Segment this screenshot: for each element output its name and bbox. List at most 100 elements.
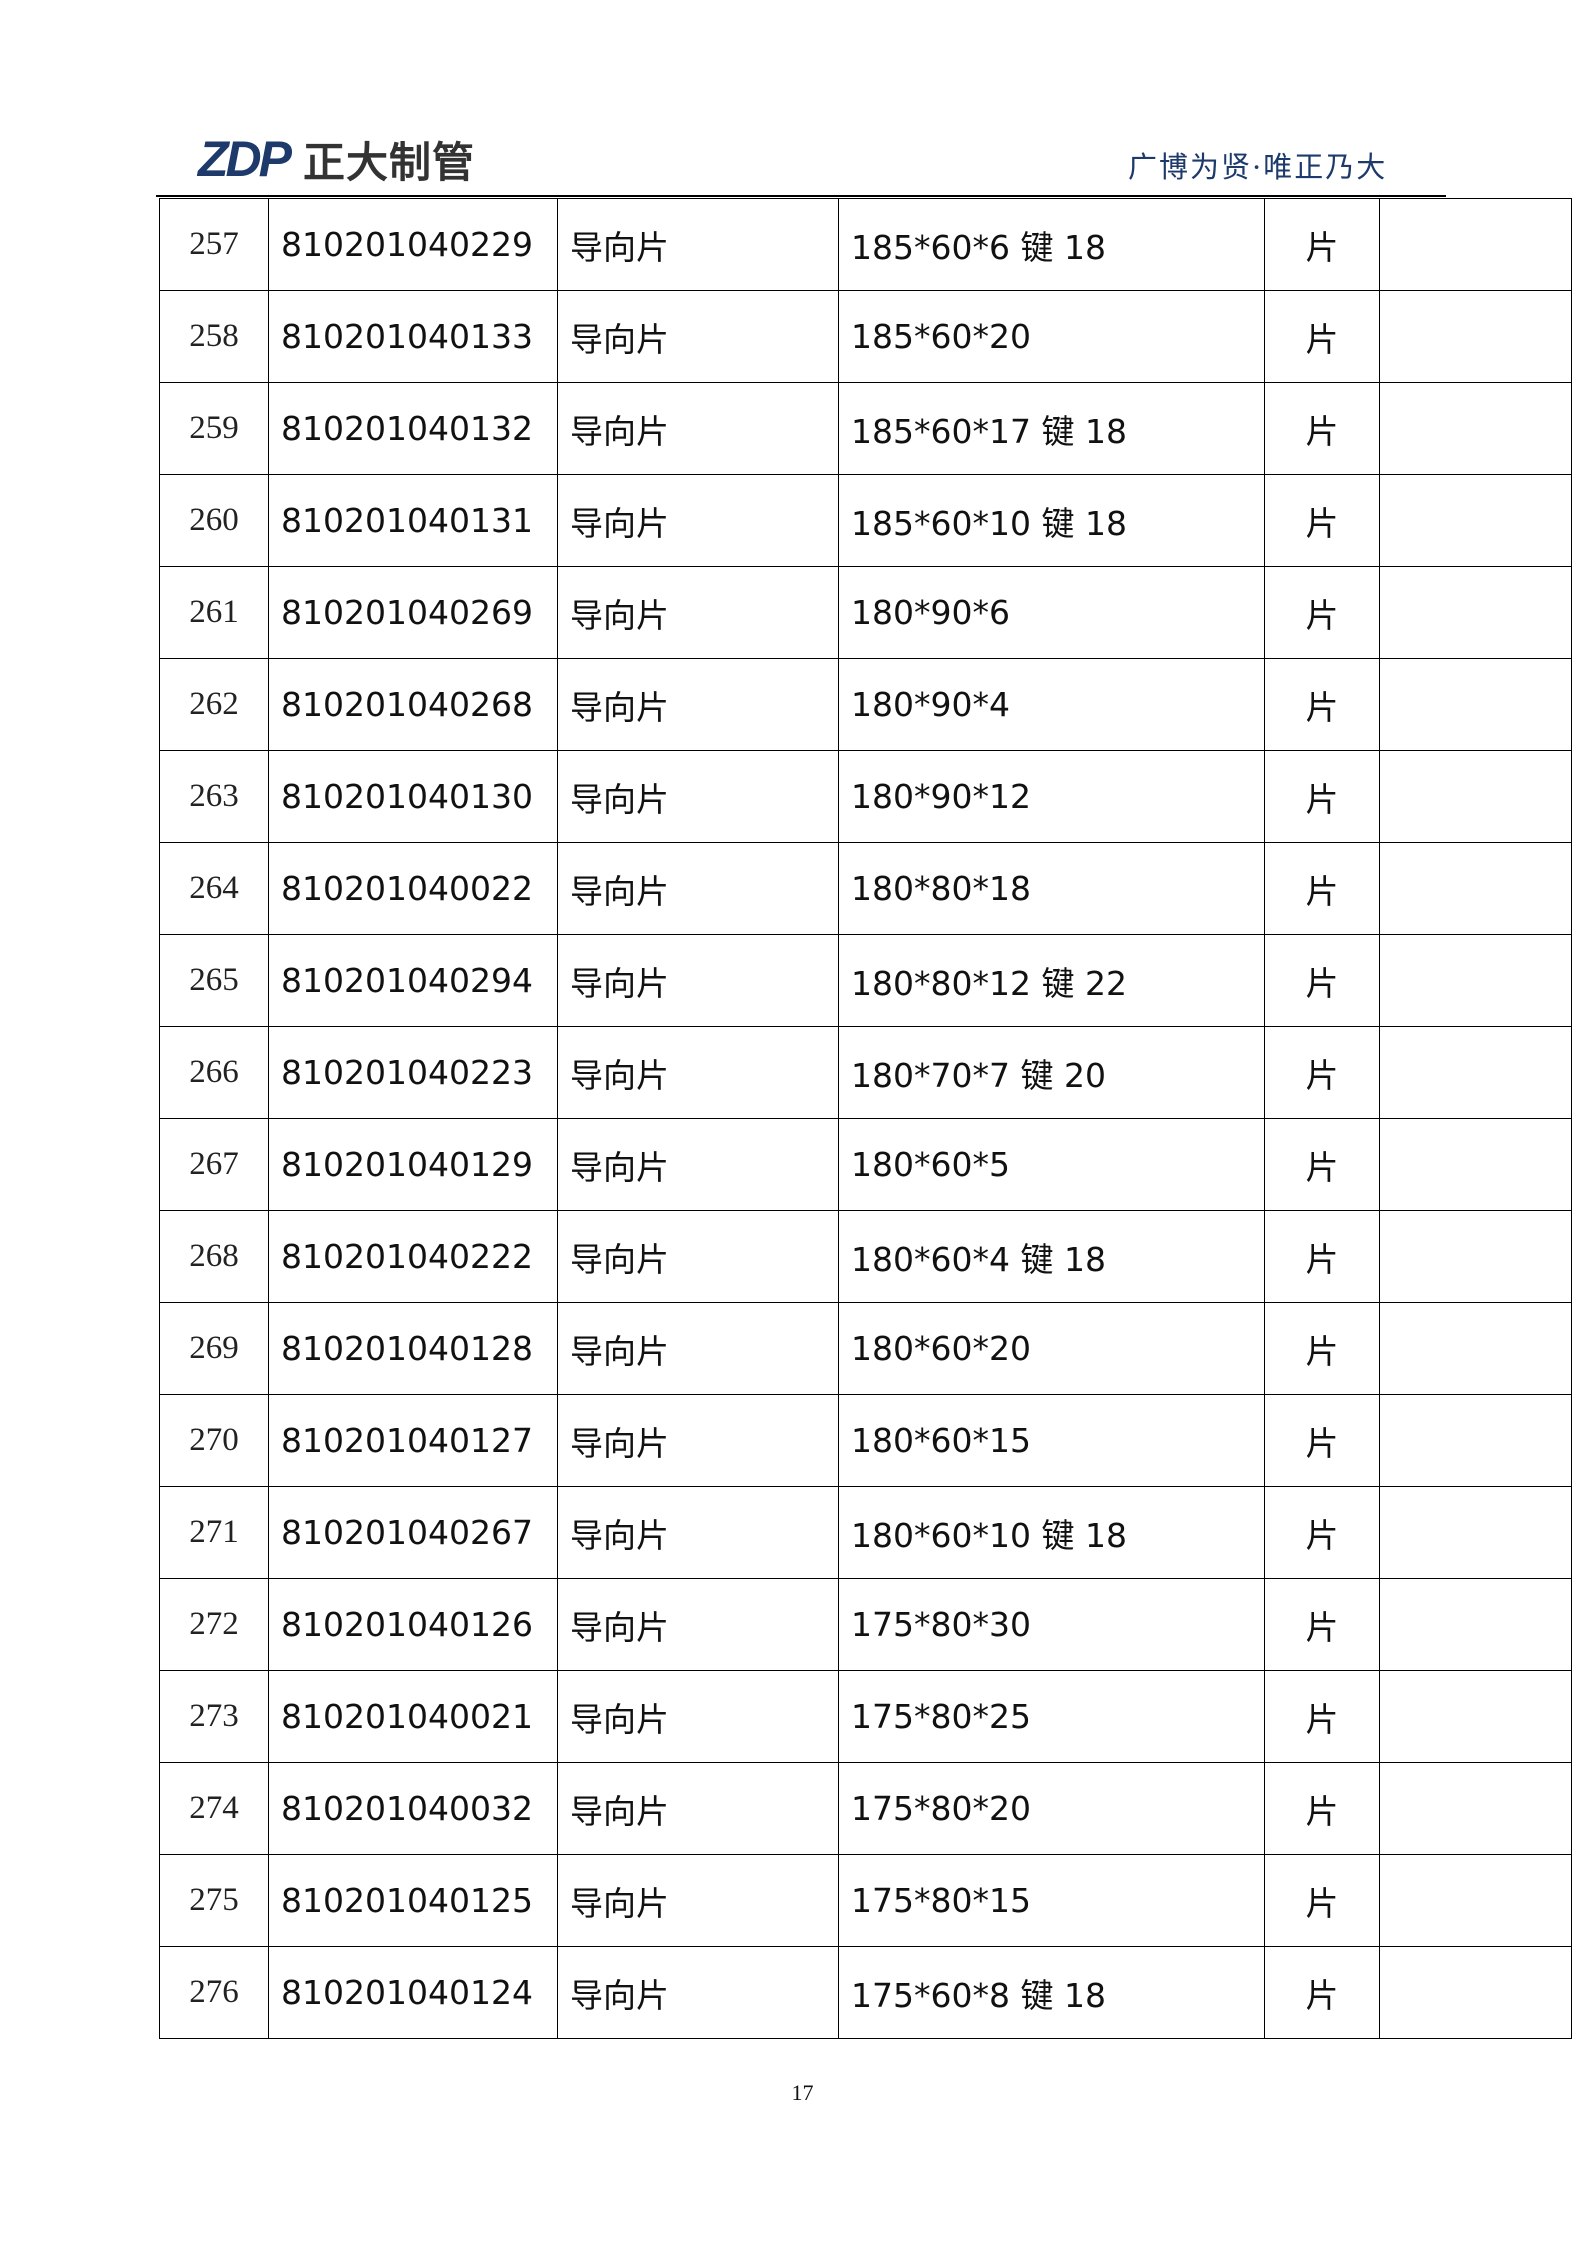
cell-no: 269 — [159, 1302, 269, 1395]
cell-no: 259 — [159, 382, 269, 475]
cell-name: 导向片 — [557, 566, 839, 659]
cell-no: 270 — [159, 1394, 269, 1487]
cell-note — [1379, 1946, 1572, 2039]
page-number: 17 — [791, 2080, 814, 2105]
cell-name: 导向片 — [557, 1486, 839, 1579]
table-row: 268 810201040222 导向片 180*60*4 键 18 片 — [159, 1210, 1572, 1303]
cell-code: 810201040126 — [268, 1578, 558, 1671]
cell-spec: 175*60*8 键 18 — [838, 1946, 1265, 2039]
cell-unit: 片 — [1264, 1578, 1380, 1671]
cell-spec: 185*60*20 — [838, 290, 1265, 383]
cell-note — [1379, 1394, 1572, 1487]
cell-code: 810201040021 — [268, 1670, 558, 1763]
cell-spec: 175*80*20 — [838, 1762, 1265, 1855]
cell-unit: 片 — [1264, 1026, 1380, 1119]
table-row: 263 810201040130 导向片 180*90*12 片 — [159, 750, 1572, 843]
cell-note — [1379, 1670, 1572, 1763]
table-row: 265 810201040294 导向片 180*80*12 键 22 片 — [159, 934, 1572, 1027]
cell-no: 275 — [159, 1854, 269, 1947]
cell-unit: 片 — [1264, 934, 1380, 1027]
cell-name: 导向片 — [557, 474, 839, 567]
cell-no: 271 — [159, 1486, 269, 1579]
cell-note — [1379, 1762, 1572, 1855]
cell-unit: 片 — [1264, 566, 1380, 659]
cell-code: 810201040130 — [268, 750, 558, 843]
cell-unit: 片 — [1264, 1946, 1380, 2039]
cell-spec: 180*90*4 — [838, 658, 1265, 751]
cell-spec: 175*80*30 — [838, 1578, 1265, 1671]
cell-unit: 片 — [1264, 198, 1380, 291]
cell-no: 268 — [159, 1210, 269, 1303]
cell-code: 810201040129 — [268, 1118, 558, 1211]
table-row: 264 810201040022 导向片 180*80*18 片 — [159, 842, 1572, 935]
cell-unit: 片 — [1264, 658, 1380, 751]
cell-name: 导向片 — [557, 1854, 839, 1947]
cell-note — [1379, 1578, 1572, 1671]
cell-code: 810201040132 — [268, 382, 558, 475]
cell-spec: 180*90*6 — [838, 566, 1265, 659]
cell-name: 导向片 — [557, 1394, 839, 1487]
cell-note — [1379, 934, 1572, 1027]
cell-code: 810201040294 — [268, 934, 558, 1027]
cell-spec: 180*60*15 — [838, 1394, 1265, 1487]
table-row: 275 810201040125 导向片 175*80*15 片 — [159, 1854, 1572, 1947]
table-row: 269 810201040128 导向片 180*60*20 片 — [159, 1302, 1572, 1395]
cell-name: 导向片 — [557, 750, 839, 843]
cell-note — [1379, 658, 1572, 751]
cell-code: 810201040223 — [268, 1026, 558, 1119]
table-row: 261 810201040269 导向片 180*90*6 片 — [159, 566, 1572, 659]
table-row: 260 810201040131 导向片 185*60*10 键 18 片 — [159, 474, 1572, 567]
cell-spec: 185*60*10 键 18 — [838, 474, 1265, 567]
cell-no: 267 — [159, 1118, 269, 1211]
cell-unit: 片 — [1264, 750, 1380, 843]
cell-spec: 180*60*10 键 18 — [838, 1486, 1265, 1579]
cell-spec: 185*60*17 键 18 — [838, 382, 1265, 475]
cell-code: 810201040131 — [268, 474, 558, 567]
cell-spec: 180*90*12 — [838, 750, 1265, 843]
cell-unit: 片 — [1264, 474, 1380, 567]
cell-no: 276 — [159, 1946, 269, 2039]
table-row: 274 810201040032 导向片 175*80*20 片 — [159, 1762, 1572, 1855]
cell-unit: 片 — [1264, 382, 1380, 475]
cell-code: 810201040222 — [268, 1210, 558, 1303]
cell-name: 导向片 — [557, 1670, 839, 1763]
cell-spec: 180*80*18 — [838, 842, 1265, 935]
company-slogan: 广博为贤·唯正乃大 — [1128, 150, 1388, 184]
cell-no: 272 — [159, 1578, 269, 1671]
cell-name: 导向片 — [557, 934, 839, 1027]
cell-unit: 片 — [1264, 1210, 1380, 1303]
cell-name: 导向片 — [557, 1578, 839, 1671]
table-row: 273 810201040021 导向片 175*80*25 片 — [159, 1670, 1572, 1763]
cell-name: 导向片 — [557, 1946, 839, 2039]
cell-name: 导向片 — [557, 382, 839, 475]
cell-name: 导向片 — [557, 1026, 839, 1119]
cell-code: 810201040128 — [268, 1302, 558, 1395]
cell-note — [1379, 198, 1572, 291]
cell-unit: 片 — [1264, 1670, 1380, 1763]
cell-unit: 片 — [1264, 1486, 1380, 1579]
table-row: 270 810201040127 导向片 180*60*15 片 — [159, 1394, 1572, 1487]
cell-no: 261 — [159, 566, 269, 659]
cell-name: 导向片 — [557, 1210, 839, 1303]
cell-spec: 180*80*12 键 22 — [838, 934, 1265, 1027]
cell-no: 263 — [159, 750, 269, 843]
cell-code: 810201040268 — [268, 658, 558, 751]
cell-no: 262 — [159, 658, 269, 751]
table-row: 276 810201040124 导向片 175*60*8 键 18 片 — [159, 1946, 1572, 2039]
cell-no: 257 — [159, 198, 269, 291]
logo-company-name: 正大制管 — [303, 137, 476, 187]
cell-no: 274 — [159, 1762, 269, 1855]
cell-note — [1379, 382, 1572, 475]
table-row: 272 810201040126 导向片 175*80*30 片 — [159, 1578, 1572, 1671]
cell-code: 810201040267 — [268, 1486, 558, 1579]
cell-code: 810201040022 — [268, 842, 558, 935]
table-row: 262 810201040268 导向片 180*90*4 片 — [159, 658, 1572, 751]
cell-note — [1379, 1210, 1572, 1303]
table-row: 271 810201040267 导向片 180*60*10 键 18 片 — [159, 1486, 1572, 1579]
cell-code: 810201040133 — [268, 290, 558, 383]
parts-table: 257 810201040229 导向片 185*60*6 键 18 片 258 81020… — [159, 198, 1572, 2039]
cell-note — [1379, 1026, 1572, 1119]
cell-name: 导向片 — [557, 290, 839, 383]
cell-code: 810201040127 — [268, 1394, 558, 1487]
cell-note — [1379, 290, 1572, 383]
